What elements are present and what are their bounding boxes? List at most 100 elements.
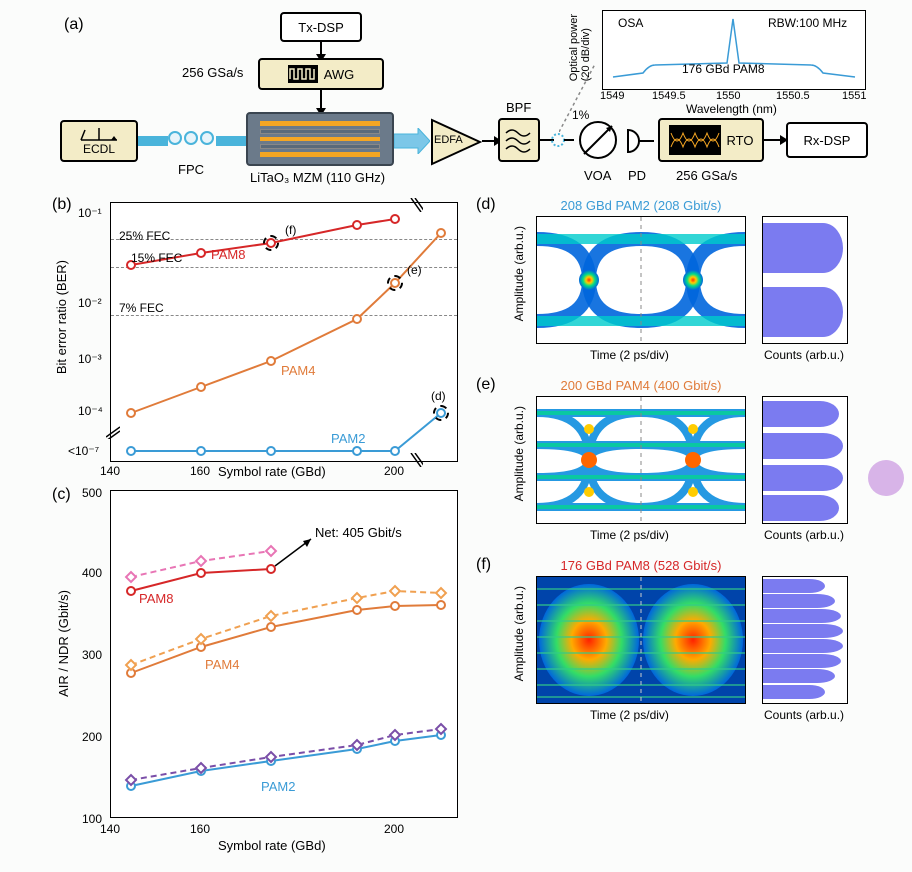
rto-box: RTO xyxy=(658,118,764,162)
osa-left: OSA xyxy=(618,16,643,30)
pam2-label: PAM2 xyxy=(331,431,365,446)
osa-xt2: 1550 xyxy=(716,90,740,102)
c-p8n2 xyxy=(196,568,206,578)
eye-d xyxy=(536,216,746,344)
osa-xt4: 1551 xyxy=(842,90,866,102)
c-p4n5 xyxy=(390,601,400,611)
awg-box: AWG xyxy=(258,58,384,90)
fec7-label: 7% FEC xyxy=(119,301,164,315)
rxdsp-box: Rx-DSP xyxy=(786,122,868,158)
b-yt4: 10⁻¹ xyxy=(78,206,102,220)
annot-f-circle xyxy=(263,235,279,251)
overlay-dot xyxy=(868,460,904,496)
wg4 xyxy=(482,140,496,142)
c-yt4: 500 xyxy=(82,486,102,500)
awg-label: AWG xyxy=(324,67,355,82)
hist-f xyxy=(762,576,848,704)
annot-e: (e) xyxy=(407,263,422,277)
c-p8n1 xyxy=(126,586,136,596)
bpf-box xyxy=(498,118,540,162)
bpf-label: BPF xyxy=(506,100,531,115)
annot-d: (d) xyxy=(431,389,446,403)
b-pam8-5 xyxy=(390,214,400,224)
fpc-bead1 xyxy=(168,131,182,145)
wg5 xyxy=(764,139,782,141)
voa-label: VOA xyxy=(584,168,611,183)
pd-label: PD xyxy=(628,168,646,183)
b-pam8-2 xyxy=(196,248,206,258)
c-xt0: 140 xyxy=(100,822,120,836)
b-pam2-4 xyxy=(352,446,362,456)
chart-b-xlabel: Symbol rate (GBd) xyxy=(218,464,326,479)
panel-e-label: (e) xyxy=(476,376,496,394)
c-p4n3 xyxy=(266,622,276,632)
hist-e xyxy=(762,396,848,524)
eye-f-title: 176 GBd PAM8 (528 Gbit/s) xyxy=(536,558,746,573)
eye-e-ylabel: Amplitude (arb.u.) xyxy=(512,406,526,501)
eye-e-title: 200 GBd PAM4 (400 Gbit/s) xyxy=(536,378,746,393)
eye-d-ylabel: Amplitude (arb.u.) xyxy=(512,226,526,321)
eye-e xyxy=(536,396,746,524)
wg2 xyxy=(216,136,246,146)
fpc-bead2 xyxy=(184,131,198,145)
chart-b-ylabel: Bit error ratio (BER) xyxy=(54,260,69,374)
c-pam2-label: PAM2 xyxy=(261,779,295,794)
pd-symbol xyxy=(624,128,654,154)
ecdl-box: ECDL xyxy=(60,120,138,162)
panel-c-label: (c) xyxy=(52,486,71,504)
osa-xlabel: Wavelength (nm) xyxy=(686,102,777,116)
osa-ylabel: Optical power(20 dB/div) xyxy=(568,14,592,81)
fpc-label: FPC xyxy=(178,162,204,177)
mzm-label: LiTaO₃ MZM (110 GHz) xyxy=(250,170,385,185)
b-pam2-5 xyxy=(390,446,400,456)
b-pam2-1 xyxy=(126,446,136,456)
b-yt2: 10⁻³ xyxy=(78,352,102,366)
c-p8n3 xyxy=(266,564,276,574)
chart-c-xlabel: Symbol rate (GBd) xyxy=(218,838,326,853)
osa-right: RBW:100 MHz xyxy=(768,16,847,30)
eye-f xyxy=(536,576,746,704)
wg3 xyxy=(394,128,430,154)
osa-center: 176 GBd PAM8 xyxy=(682,62,765,76)
c-xt2: 200 xyxy=(384,822,404,836)
c-yt2: 300 xyxy=(82,648,102,662)
c-p4n6 xyxy=(436,600,446,610)
annot-e-circle xyxy=(387,275,403,291)
panel-f-label: (f) xyxy=(476,556,491,574)
fec25-label: 25% FEC xyxy=(119,229,170,243)
c-xt1: 160 xyxy=(190,822,210,836)
b-xt1: 160 xyxy=(190,464,210,478)
fpc-bead3 xyxy=(200,131,214,145)
hist-d xyxy=(762,216,848,344)
ecdl-label: ECDL xyxy=(83,142,115,156)
fec15-label: 15% FEC xyxy=(131,251,182,265)
c-yt1: 200 xyxy=(82,730,102,744)
b-pam4-6 xyxy=(436,228,446,238)
b-pam4-1 xyxy=(126,408,136,418)
chart-b: 25% FEC 15% FEC 7% FEC PAM8 PAM4 PAM2 (f… xyxy=(110,202,458,462)
panel-a-label: (a) xyxy=(64,16,84,34)
b-pam2-3 xyxy=(266,446,276,456)
annot-f: (f) xyxy=(285,223,296,237)
panel-d-label: (d) xyxy=(476,196,496,214)
hist-d-xlabel: Counts (arb.u.) xyxy=(764,348,844,362)
b-xt0: 140 xyxy=(100,464,120,478)
hist-e-xlabel: Counts (arb.u.) xyxy=(764,528,844,542)
voa-symbol xyxy=(576,118,620,162)
chart-c: PAM8 PAM4 PAM2 Net: 405 Gbit/s xyxy=(110,490,458,818)
c-pam4-label: PAM4 xyxy=(205,657,239,672)
c-yt3: 400 xyxy=(82,566,102,580)
b-pam4-2 xyxy=(196,382,206,392)
osa-xt1: 1549.5 xyxy=(652,90,686,102)
edfa-label: EDFA xyxy=(434,134,463,146)
panel-b-label: (b) xyxy=(52,196,72,214)
hist-f-xlabel: Counts (arb.u.) xyxy=(764,708,844,722)
b-pam4-3 xyxy=(266,356,276,366)
pam8-label: PAM8 xyxy=(211,247,245,262)
arrow-awg-mzm xyxy=(320,90,322,110)
rto-rate: 256 GSa/s xyxy=(676,168,737,183)
awg-rate: 256 GSa/s xyxy=(182,65,243,80)
osa-xt3: 1550.5 xyxy=(776,90,810,102)
eye-d-title: 208 GBd PAM2 (208 Gbit/s) xyxy=(536,198,746,213)
txdsp-box: Tx-DSP xyxy=(280,12,362,42)
